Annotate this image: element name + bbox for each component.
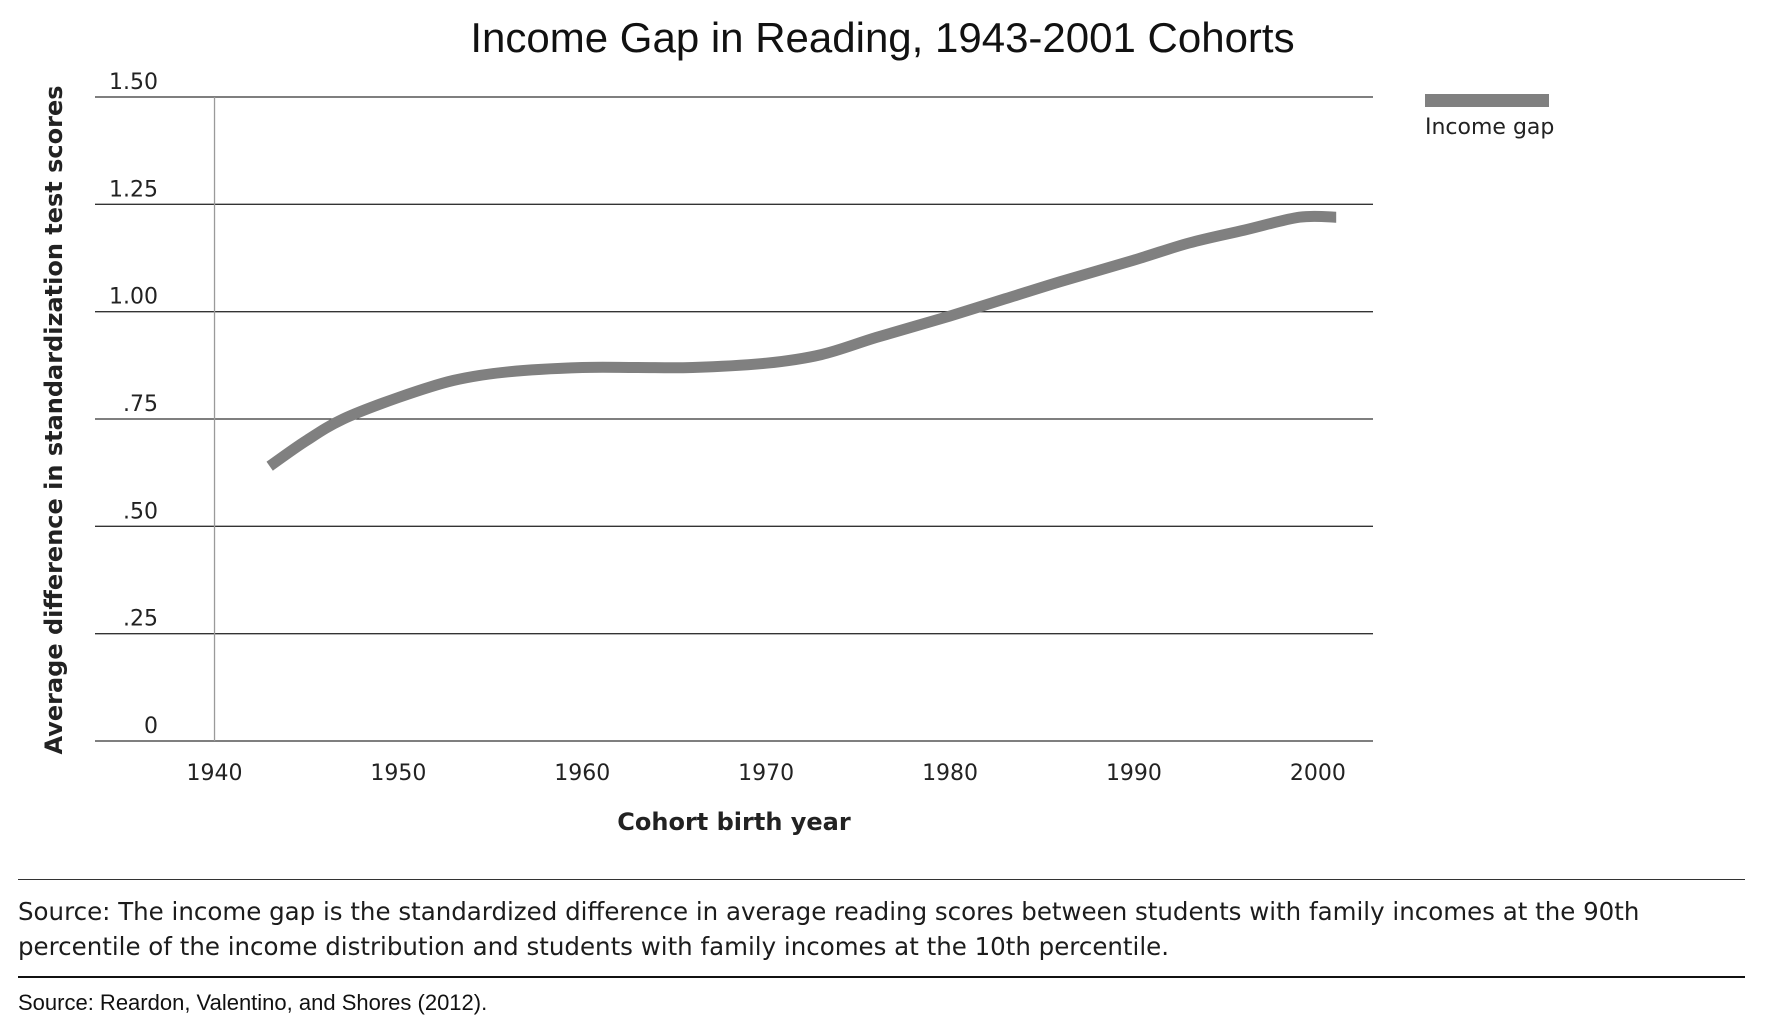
x-tick-label: 1950 — [370, 761, 426, 786]
x-tick-label: 1990 — [1106, 761, 1162, 786]
x-tick-label: 1980 — [922, 761, 978, 786]
grid-lines — [95, 96, 1373, 742]
y-tick-label: 0 — [144, 714, 158, 739]
y-tick-label: 1.25 — [109, 177, 158, 202]
y-tick-label: 1.00 — [109, 285, 158, 310]
x-tick-labels: 1940 1950 1960 1970 1980 1990 2000 — [187, 761, 1346, 786]
y-tick-label: .25 — [123, 607, 158, 632]
x-tick-label: 1960 — [554, 761, 610, 786]
y-tick-label: 1.50 — [109, 70, 158, 95]
series-line-income-gap — [266, 210, 1337, 471]
y-tick-label: .50 — [123, 499, 158, 524]
chart-title: Income Gap in Reading, 1943-2001 Cohorts — [470, 14, 1295, 61]
y-tick-labels: 0 .25 .50 .75 1.00 1.25 1.50 — [109, 70, 158, 739]
y-tick-label: .75 — [123, 392, 158, 417]
legend-label-income-gap: Income gap — [1425, 115, 1554, 140]
chart-source: Source: Reardon, Valentino, and Shores (… — [18, 990, 488, 1015]
note-divider — [18, 879, 1745, 880]
legend-swatch-income-gap — [1425, 94, 1549, 107]
chart-plot: 0.25.50.751.001.251.50 1940 1950 1960 1970 1… — [40, 70, 1554, 836]
x-tick-label: 1970 — [738, 761, 794, 786]
x-tick-label: 2000 — [1290, 761, 1346, 786]
x-axis-title: Cohort birth year — [617, 808, 851, 836]
chart-note: Source: The income gap is the standardiz… — [18, 897, 1640, 961]
legend: Income gap — [1425, 94, 1554, 140]
x-tick-label: 1940 — [187, 761, 243, 786]
y-axis-title: Average difference in standardization te… — [40, 85, 68, 754]
source-divider — [18, 976, 1745, 978]
series-layer — [266, 210, 1337, 471]
